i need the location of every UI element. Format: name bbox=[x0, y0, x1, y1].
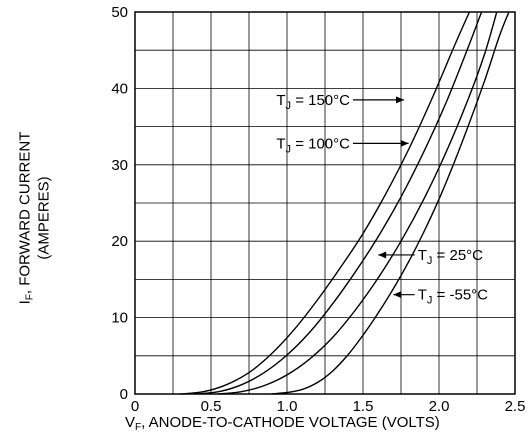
y-axis-symbol: I bbox=[16, 300, 33, 305]
y-tick-label: 30 bbox=[111, 157, 128, 174]
tick-labels: 0 0.5 1.0 1.5 2.0 2.5 0 10 20 30 40 50 bbox=[111, 4, 525, 415]
series-arrowhead-150°C bbox=[396, 96, 405, 104]
series-label-150°C: TJ = 150°C bbox=[276, 92, 350, 112]
x-tick-label: 1.5 bbox=[353, 398, 374, 415]
x-tick-label: 0 bbox=[131, 398, 139, 415]
y-tick-label: 10 bbox=[111, 310, 128, 327]
x-tick-label: 2.0 bbox=[429, 398, 450, 415]
series-line-25°C bbox=[218, 11, 498, 395]
y-axis-label-line2: (AMPERES) bbox=[35, 176, 52, 260]
x-axis-subscript: F bbox=[135, 422, 142, 433]
series-line-150°C bbox=[180, 11, 471, 395]
y-tick-label: 50 bbox=[111, 4, 128, 21]
series-labels: TJ = 150°C TJ = 100°C TJ = 25°C TJ = -55°C bbox=[276, 92, 488, 307]
series-arrowhead--55°C bbox=[393, 291, 402, 299]
x-tick-label: 0.5 bbox=[201, 398, 222, 415]
series-line-100°C bbox=[195, 11, 483, 395]
series-label-100°C: TJ = 100°C bbox=[276, 135, 350, 155]
y-tick-label: 20 bbox=[111, 233, 128, 250]
grid bbox=[135, 12, 515, 394]
plot-frame bbox=[134, 11, 516, 395]
x-axis-label-text: , ANODE-TO-CATHODE VOLTAGE (VOLTS) bbox=[141, 414, 440, 431]
series-arrowhead-25°C bbox=[378, 251, 387, 259]
y-tick-label: 0 bbox=[120, 386, 128, 403]
y-tick-label: 40 bbox=[111, 80, 128, 97]
x-axis-symbol: V bbox=[125, 414, 136, 431]
x-tick-label: 1.0 bbox=[277, 398, 298, 415]
series-line--55°C bbox=[271, 11, 510, 395]
y-axis-subscript: F bbox=[24, 294, 35, 301]
series-arrowhead-100°C bbox=[400, 139, 409, 147]
x-tick-label: 2.5 bbox=[505, 398, 526, 415]
series-label--55°C: TJ = -55°C bbox=[418, 287, 488, 307]
series-label-25°C: TJ = 25°C bbox=[418, 247, 483, 267]
y-axis-label-line1: , FORWARD CURRENT bbox=[16, 131, 33, 295]
series-lines bbox=[180, 11, 510, 395]
y-axis-label: IF, FORWARD CURRENT (AMPERES) bbox=[4, 8, 64, 428]
x-axis-label: VF, ANODE-TO-CATHODE VOLTAGE (VOLTS) bbox=[125, 414, 440, 433]
